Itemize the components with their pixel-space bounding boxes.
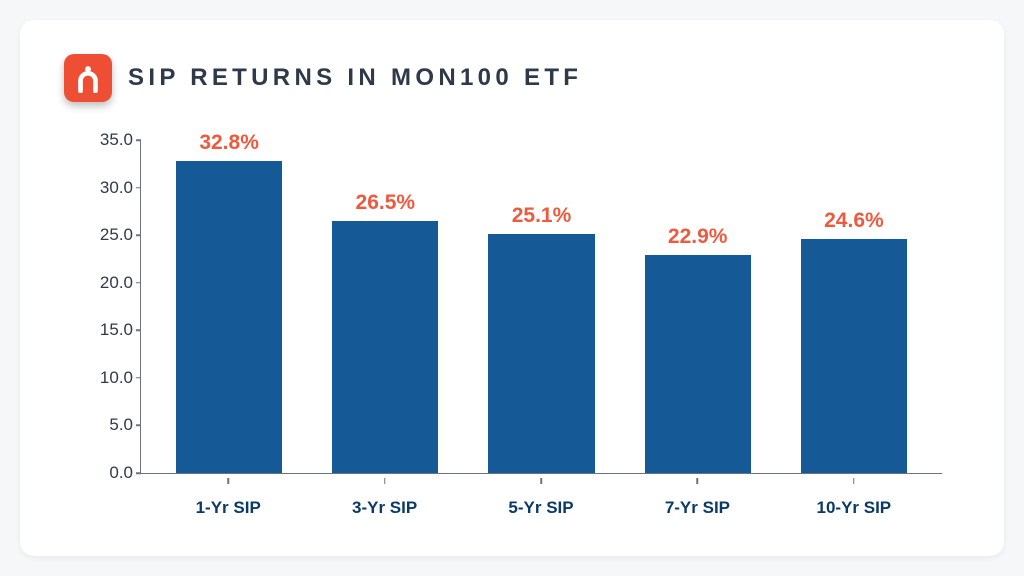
- x-axis-label: 5-Yr SIP: [463, 484, 619, 530]
- card: SIP RETURNS IN MON100 ETF 32.8% 26.5% 25.1…: [20, 20, 1004, 556]
- y-tick-mark: [136, 187, 141, 189]
- y-tick-mark: [136, 330, 141, 332]
- title-row: SIP RETURNS IN MON100 ETF: [64, 54, 960, 102]
- bar-value-label: 22.9%: [668, 225, 728, 249]
- x-axis-label: 3-Yr SIP: [306, 484, 462, 530]
- plot-area: 32.8%26.5%25.1%22.9%24.6% 0.05.010.015.0…: [140, 140, 942, 474]
- y-tick-mark: [136, 377, 141, 379]
- y-tick-mark: [136, 472, 141, 474]
- bar: 22.9%: [645, 255, 751, 473]
- bar-chart: 32.8% 26.5% 25.1% 22.9% 24.6% 0.0 5.0 10.0 15.0…: [86, 140, 950, 530]
- y-tick-label: 10.0: [87, 368, 133, 388]
- bar-slot: 32.8%: [151, 140, 307, 473]
- bar-slot: 24.6%: [776, 140, 932, 473]
- bar: 26.5%: [332, 221, 438, 473]
- x-tick-mark: [540, 478, 542, 484]
- bars-container: 32.8% 26.5% 25.1% 22.9% 24.6%: [141, 140, 942, 473]
- bar: 32.8%: [176, 161, 282, 473]
- y-tick-mark: [136, 282, 141, 284]
- bar-value-label: 25.1%: [512, 204, 572, 228]
- x-axis-label: 10-Yr SIP: [776, 484, 932, 530]
- y-tick-label: 25.0: [87, 225, 133, 245]
- y-tick-label: 35.0: [87, 130, 133, 150]
- bar-slot: 26.5%: [307, 140, 463, 473]
- x-tick-mark: [384, 478, 386, 484]
- bar: 24.6%: [801, 239, 907, 473]
- bar-value-label: 26.5%: [356, 191, 416, 215]
- y-tick-label: 30.0: [87, 178, 133, 198]
- x-axis-label: 1-Yr SIP: [150, 484, 306, 530]
- brand-logo: [64, 54, 112, 102]
- bar: 25.1%: [488, 234, 594, 473]
- y-tick-label: 20.0: [87, 273, 133, 293]
- y-tick-mark: [136, 425, 141, 427]
- x-tick-mark: [697, 478, 699, 484]
- x-tick-mark: [853, 478, 855, 484]
- y-tick-mark: [136, 234, 141, 236]
- x-axis-labels: 1-Yr SIP3-Yr SIP5-Yr SIP7-Yr SIP10-Yr SI…: [140, 484, 942, 530]
- bar-slot: 22.9%: [620, 140, 776, 473]
- brand-logo-icon: [73, 63, 103, 93]
- x-axis-label: 7-Yr SIP: [619, 484, 775, 530]
- y-tick-label: 0.0: [87, 463, 133, 483]
- y-tick-label: 5.0: [87, 415, 133, 435]
- y-tick-mark: [136, 139, 141, 141]
- bar-value-label: 32.8%: [199, 131, 259, 155]
- y-tick-label: 15.0: [87, 320, 133, 340]
- x-tick-mark: [227, 478, 229, 484]
- bar-slot: 25.1%: [463, 140, 619, 473]
- bar-value-label: 24.6%: [824, 209, 884, 233]
- chart-title: SIP RETURNS IN MON100 ETF: [128, 64, 582, 92]
